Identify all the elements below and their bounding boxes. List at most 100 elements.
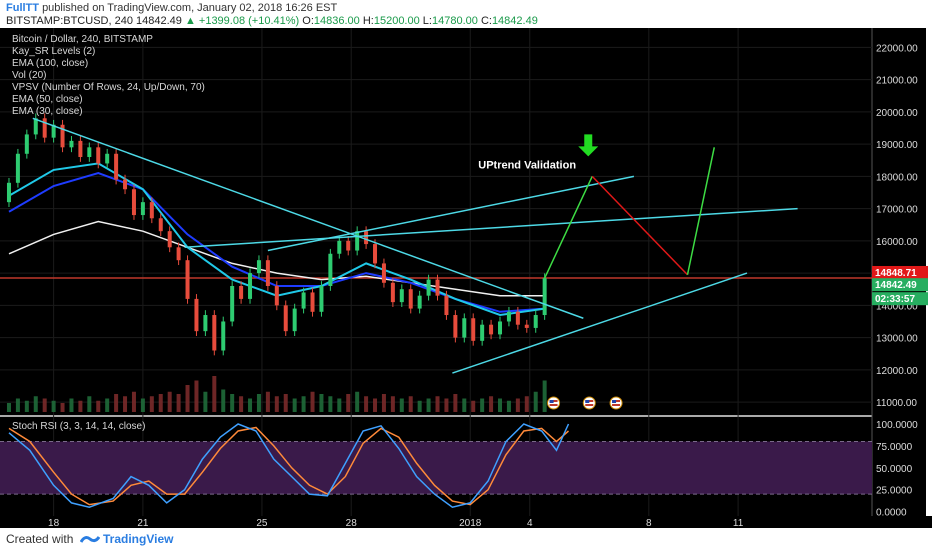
trendline-3 (452, 272, 748, 374)
volume-bar (194, 380, 199, 412)
ohlc-line: BITSTAMP:BTCUSD, 240 14842.49 ▲ +1399.08… (6, 15, 538, 27)
volume-bar (123, 396, 128, 412)
volume-bar (96, 400, 101, 412)
green-down-arrow-icon (578, 134, 599, 157)
price-tag-label: 02:33:57 (875, 294, 915, 305)
projection-down-leg (591, 175, 689, 276)
candle-body (167, 231, 172, 248)
price-tick-label: 22000.00 (876, 43, 918, 54)
candle-body (542, 278, 547, 316)
last-price: 14842.49 (136, 15, 182, 27)
candle-body (328, 253, 333, 286)
flag-us-icon (609, 396, 623, 410)
candle-body (230, 286, 235, 322)
candle-body (114, 153, 119, 180)
volume-bar (24, 400, 29, 412)
uptrend-annotation: UPtrend Validation (478, 159, 576, 171)
price-pane-background (0, 28, 872, 415)
volume-bar (381, 394, 386, 412)
candle-body (310, 292, 315, 312)
volume-bar (42, 398, 47, 412)
candle-body (373, 244, 378, 264)
volume-bar (524, 396, 529, 412)
volume-bar (435, 396, 440, 412)
ema100-line (8, 220, 545, 297)
volume-bar (131, 391, 136, 412)
time-tick-label: 25 (256, 518, 268, 528)
volume-bar (158, 394, 163, 412)
volume-bar (373, 398, 378, 412)
close-value: 14842.49 (491, 15, 538, 27)
volume-bar (105, 398, 110, 412)
trendline-1 (32, 117, 584, 319)
volume-bar (471, 400, 476, 412)
volume-bar (301, 396, 306, 412)
volume-bar (399, 398, 404, 412)
candle-body (42, 118, 47, 138)
volume-bar (167, 391, 172, 412)
candle-body (337, 240, 342, 254)
footer: Created with TradingView (0, 528, 932, 550)
price-tick-label: 21000.00 (876, 76, 918, 87)
price-tag-bg (872, 265, 928, 279)
price-tick-label: 17000.00 (876, 205, 918, 216)
volume-bar (292, 398, 297, 412)
author-name[interactable]: FullTT (6, 2, 39, 14)
candle-body (381, 263, 386, 283)
volume-bar (444, 398, 449, 412)
tradingview-brand[interactable]: TradingView (103, 532, 174, 546)
price-tag-bg (872, 278, 928, 292)
low-value: 14780.00 (431, 15, 478, 27)
volume-bar (15, 398, 20, 412)
trading-chart[interactable]: 22000.00 21000.00 20000.00 19000.00 18000.00… (0, 28, 932, 528)
volume-bar (212, 376, 217, 412)
rsi-tick-label: 0.0000 (876, 508, 907, 519)
volume-bar (6, 403, 11, 412)
trendline-2 (184, 207, 798, 249)
price-tick-label: 14000.00 (876, 301, 918, 312)
candle-body (301, 292, 306, 309)
legend-item: EMA (50, close) (12, 94, 83, 105)
volume-bar (462, 398, 467, 412)
candle-body (212, 315, 217, 351)
volume-bar (515, 398, 520, 412)
volume-bar (265, 391, 270, 412)
volume-bar (69, 398, 74, 412)
legend-item: VPSV (Number Of Rows, 24, Up/Down, 70) (12, 82, 205, 93)
volume-bar (408, 396, 413, 412)
high-value: 15200.00 (373, 15, 420, 27)
volume-bar (114, 394, 119, 412)
volume-bar (489, 396, 494, 412)
volume-bars (6, 376, 547, 412)
candle-body (506, 311, 511, 322)
volume-bar (248, 398, 253, 412)
price-change: ▲ +1399.08 (+10.41%) (184, 15, 300, 27)
volume-bar (542, 380, 547, 412)
candle-body (140, 202, 145, 216)
candle-body (158, 218, 163, 232)
created-with-text: Created with (6, 532, 74, 546)
volume-bar (310, 391, 315, 412)
volume-bar (51, 400, 56, 412)
candle-body (78, 140, 83, 157)
volume-bar (506, 400, 511, 412)
volume-bar (203, 391, 208, 412)
volume-bar (328, 396, 333, 412)
rsi-tick-label: 100.0000 (876, 420, 918, 431)
volume-bar (283, 394, 288, 412)
rsi-band (0, 441, 872, 495)
candle-body (203, 315, 208, 332)
time-tick-label: 2018 (459, 518, 482, 528)
grid-lines (0, 28, 872, 516)
projection-rally-leg (686, 147, 716, 275)
candle-body (185, 260, 190, 299)
candle-body (471, 318, 476, 341)
candle-body (6, 182, 11, 203)
volume-bar (355, 391, 360, 412)
flag-us-icon (582, 396, 596, 410)
flag-canton (549, 400, 554, 403)
volume-bar (140, 398, 145, 412)
candle-body (15, 153, 20, 183)
time-tick-label: 28 (346, 518, 358, 528)
